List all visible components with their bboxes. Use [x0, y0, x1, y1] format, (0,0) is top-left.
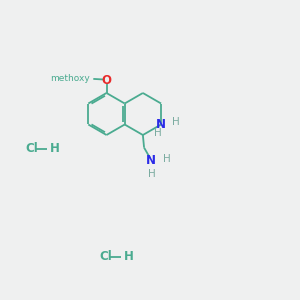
Text: H: H — [172, 116, 180, 127]
Text: methoxy: methoxy — [50, 74, 90, 83]
Text: H: H — [124, 250, 134, 263]
Text: H: H — [50, 142, 60, 155]
Text: N: N — [156, 118, 166, 131]
Text: O: O — [101, 74, 112, 87]
Text: H: H — [148, 169, 156, 178]
Text: H: H — [163, 154, 170, 164]
Text: Cl: Cl — [26, 142, 38, 155]
Text: Cl: Cl — [99, 250, 112, 263]
Text: N: N — [146, 154, 156, 167]
Text: H: H — [154, 128, 162, 139]
